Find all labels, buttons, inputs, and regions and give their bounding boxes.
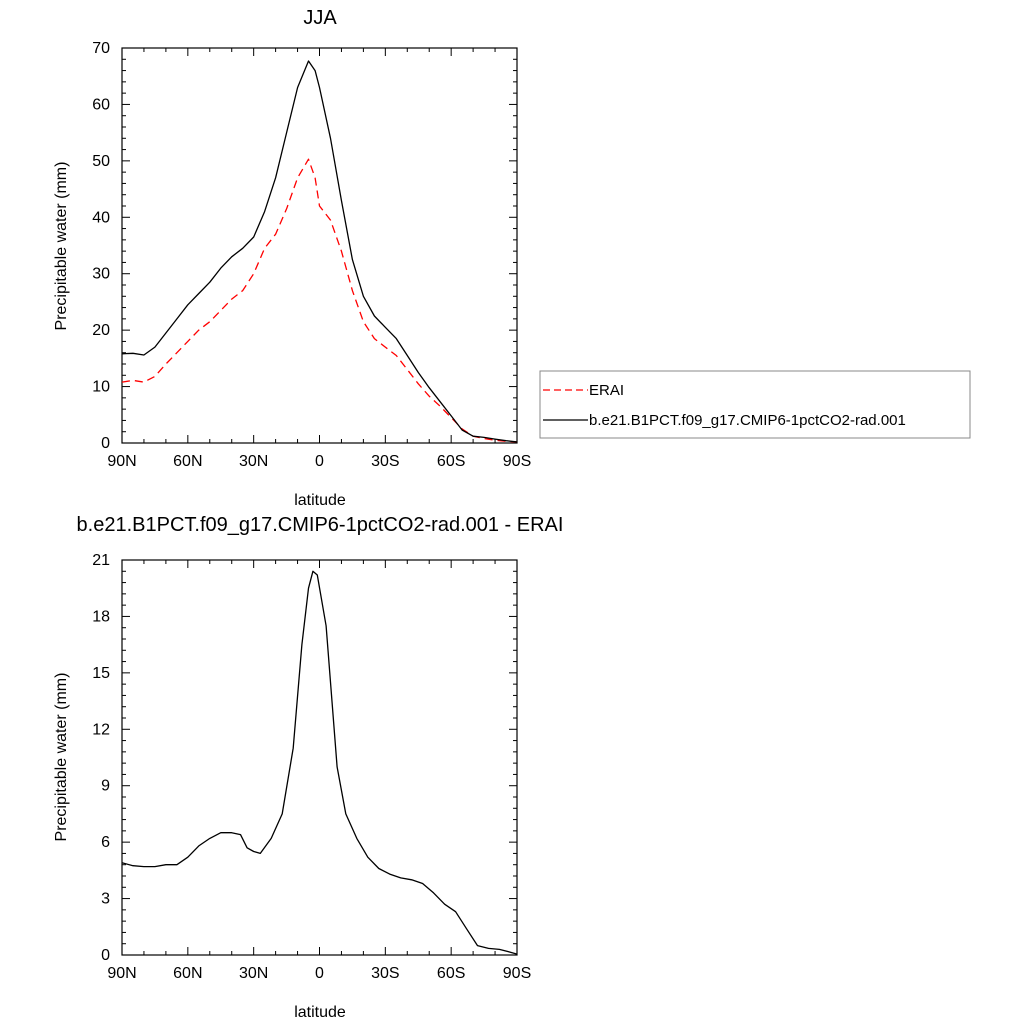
bottom-y-tick-label: 18 xyxy=(92,608,110,625)
top-x-tick-label: 30N xyxy=(239,453,268,470)
bottom-series-line-difference xyxy=(121,570,518,955)
top-y-tick-label: 50 xyxy=(92,153,110,170)
bottom-x-tick-label: 60S xyxy=(437,965,465,982)
bottom-x-axis-label: latitude xyxy=(294,1004,346,1021)
legend-label-erai: ERAI xyxy=(589,382,624,399)
bottom-y-tick-label: 3 xyxy=(101,891,110,908)
top-x-tick-label: 0 xyxy=(315,453,324,470)
top-x-tick-label: 90N xyxy=(107,453,136,470)
bottom-x-tick-label: 0 xyxy=(315,965,324,982)
bottom-x-tick-label: 30N xyxy=(239,965,268,982)
legend-label-model: b.e21.B1PCT.f09_g17.CMIP6-1pctCO2-rad.00… xyxy=(589,412,906,429)
bottom-plot-area: 0 3 6 9 12 15 18 21 90N 60N 30N 0 30S 60S 90S xyxy=(92,552,531,982)
top-x-tick-label: 30S xyxy=(371,453,399,470)
bottom-y-axis-label: Precipitable water (mm) xyxy=(53,673,70,842)
top-y-tick-label: 20 xyxy=(92,322,110,339)
top-series-line-erai xyxy=(121,158,518,443)
bottom-panel: b.e21.B1PCT.f09_g17.CMIP6-1pctCO2-rad.00… xyxy=(53,514,563,1021)
bottom-x-tick-label: 90N xyxy=(107,965,136,982)
bottom-y-tick-label: 0 xyxy=(101,947,110,964)
legend: ERAI b.e21.B1PCT.f09_g17.CMIP6-1pctCO2-r… xyxy=(539,370,971,439)
top-y-tick-label: 40 xyxy=(92,209,110,226)
bottom-chart-title: b.e21.B1PCT.f09_g17.CMIP6-1pctCO2-rad.00… xyxy=(77,514,564,536)
top-plot-area: 0 10 20 30 40 50 60 70 90N 60N 30N 0 30S 60S 90S xyxy=(92,40,531,470)
top-series-line-model xyxy=(121,60,518,443)
bottom-x-tick-label: 90S xyxy=(503,965,531,982)
bottom-y-tick-label: 15 xyxy=(92,665,110,682)
bottom-x-tick-label: 30S xyxy=(371,965,399,982)
legend-box xyxy=(539,370,971,439)
top-y-tick-label: 0 xyxy=(101,435,110,452)
top-y-tick-label: 60 xyxy=(92,96,110,113)
bottom-y-tick-label: 9 xyxy=(101,778,110,795)
top-x-axis-label: latitude xyxy=(294,492,346,509)
bottom-y-tick-label: 12 xyxy=(92,721,110,738)
top-panel: JJA Precipitable water (mm) latitude 0 10… xyxy=(53,7,531,509)
top-x-tick-label: 90S xyxy=(503,453,531,470)
top-x-tick-label: 60S xyxy=(437,453,465,470)
top-y-axis-label: Precipitable water (mm) xyxy=(53,162,70,331)
top-y-tick-label: 10 xyxy=(92,379,110,396)
top-x-tick-label: 60N xyxy=(173,453,202,470)
bottom-y-tick-label: 6 xyxy=(101,834,110,851)
bottom-x-tick-label: 60N xyxy=(173,965,202,982)
bottom-y-tick-label: 21 xyxy=(92,552,110,569)
top-plot-frame xyxy=(121,47,518,444)
top-y-tick-label: 70 xyxy=(92,40,110,57)
top-y-tick-label: 30 xyxy=(92,266,110,283)
top-chart-title: JJA xyxy=(303,7,337,29)
bottom-plot-frame xyxy=(121,559,518,956)
